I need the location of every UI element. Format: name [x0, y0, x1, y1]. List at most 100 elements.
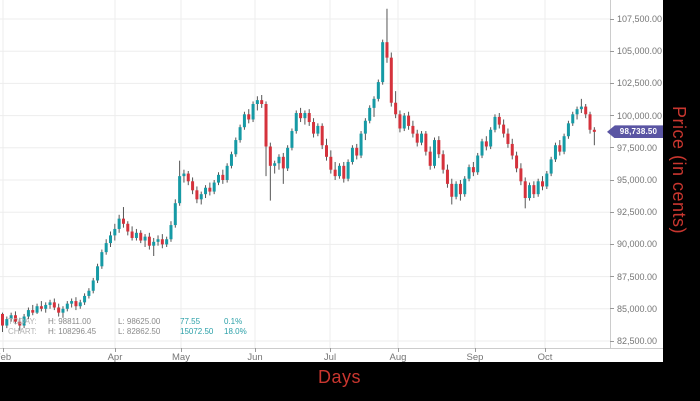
- candle-down: [558, 145, 562, 152]
- candle-down: [281, 156, 285, 169]
- candle-up: [359, 133, 363, 156]
- candle-down: [588, 114, 592, 130]
- x-tick-label: May: [172, 352, 190, 362]
- candle-down: [208, 187, 212, 192]
- x-tick: [115, 348, 116, 352]
- candle-up: [376, 82, 380, 99]
- y-tick: [610, 179, 614, 181]
- candle-down: [342, 165, 346, 179]
- candle-up: [372, 98, 376, 108]
- candle-up: [78, 302, 82, 307]
- candle-up: [134, 232, 138, 238]
- candle-up: [463, 178, 467, 195]
- candle-down: [74, 301, 78, 307]
- x-tick-label: Sep: [466, 352, 484, 362]
- candle-down: [411, 125, 415, 134]
- candle-up: [536, 181, 540, 195]
- candle-up: [87, 290, 91, 296]
- candle-down: [39, 306, 43, 309]
- chart-change-pct: 18.0%: [224, 327, 247, 336]
- y-tick-label: 97,500.00: [617, 142, 658, 153]
- candle-up: [113, 228, 117, 236]
- candle-up: [199, 194, 203, 200]
- candle-up: [579, 106, 583, 110]
- candle-down: [385, 42, 389, 58]
- candle-down: [519, 168, 523, 182]
- candle-up: [182, 173, 186, 177]
- candle-down: [484, 141, 488, 147]
- candle-down: [592, 129, 596, 132]
- today-change: 77.55: [180, 317, 201, 326]
- candle-down: [510, 143, 514, 156]
- candle-up: [22, 316, 26, 326]
- candle-down: [445, 169, 449, 184]
- candle-up: [70, 301, 74, 304]
- candle-down: [221, 174, 225, 180]
- candle-down: [299, 113, 303, 119]
- candle-down: [139, 232, 143, 241]
- candle-up: [91, 280, 95, 291]
- x-tick-label: Jul: [323, 352, 337, 362]
- candle-down: [147, 236, 151, 246]
- candle-down: [160, 239, 164, 245]
- candle-up: [493, 116, 497, 130]
- candle-up: [273, 163, 277, 166]
- chart-high: H: 108296.45: [48, 327, 97, 336]
- candle-down: [502, 124, 506, 134]
- x-axis-title: Days: [318, 367, 362, 387]
- y-tick: [610, 18, 614, 20]
- candle-up: [571, 114, 575, 124]
- candle-down: [515, 155, 519, 169]
- candle-down: [247, 114, 251, 120]
- candle-up: [156, 239, 160, 242]
- candle-up: [575, 109, 579, 115]
- candle-up: [238, 127, 242, 141]
- candle-up: [286, 147, 290, 169]
- candle-down: [424, 133, 428, 152]
- y-tick: [610, 340, 614, 342]
- candle-down: [31, 310, 35, 313]
- y-tick-label: 85,000.00: [617, 303, 658, 314]
- x-tick-label: Aug: [389, 352, 407, 362]
- candle-up: [234, 140, 238, 155]
- candle-up: [225, 165, 229, 180]
- candle-down: [325, 145, 328, 157]
- candle-down: [1, 313, 4, 326]
- x-tick: [181, 348, 182, 352]
- candle-down: [57, 307, 61, 313]
- candle-down: [320, 125, 324, 146]
- y-tick-label: 82,500.00: [617, 336, 658, 346]
- candle-up: [251, 104, 255, 120]
- x-axis-line: [0, 348, 663, 349]
- candle-down: [394, 102, 398, 115]
- plot-area[interactable]: 82,500.00 85,000.00 87,500.00 90,000.00 92,5…: [0, 0, 663, 362]
- candle-up: [5, 319, 9, 326]
- x-tick: [330, 348, 331, 352]
- stats-legend: TODAY: H: 98811.00 L: 98625.00 77.55 0.1…: [8, 317, 256, 337]
- chart-label: CHART:: [8, 327, 37, 336]
- candle-up: [169, 225, 173, 240]
- candle-down: [415, 133, 419, 143]
- y-tick-label: 107,500.00: [617, 14, 663, 24]
- y-tick-label: 87,500.00: [617, 271, 658, 282]
- today-label: TODAY:: [8, 317, 37, 326]
- candle-up: [346, 161, 350, 179]
- candle-up: [566, 123, 570, 137]
- candle-up: [476, 155, 480, 173]
- y-tick-label: 95,000.00: [617, 175, 658, 185]
- candle-down: [121, 218, 125, 224]
- candle-up: [229, 154, 233, 166]
- candle-down: [186, 173, 190, 182]
- y-tick: [610, 115, 614, 117]
- candle-up: [528, 185, 532, 199]
- candle-up: [255, 100, 259, 105]
- candle-up: [480, 141, 484, 156]
- candle-down: [428, 151, 432, 166]
- candle-up: [61, 308, 65, 313]
- candle-up: [467, 167, 471, 179]
- x-tick: [545, 348, 546, 352]
- candle-down: [52, 302, 56, 308]
- candle-down: [398, 114, 402, 129]
- candlestick-chart[interactable]: [0, 0, 663, 362]
